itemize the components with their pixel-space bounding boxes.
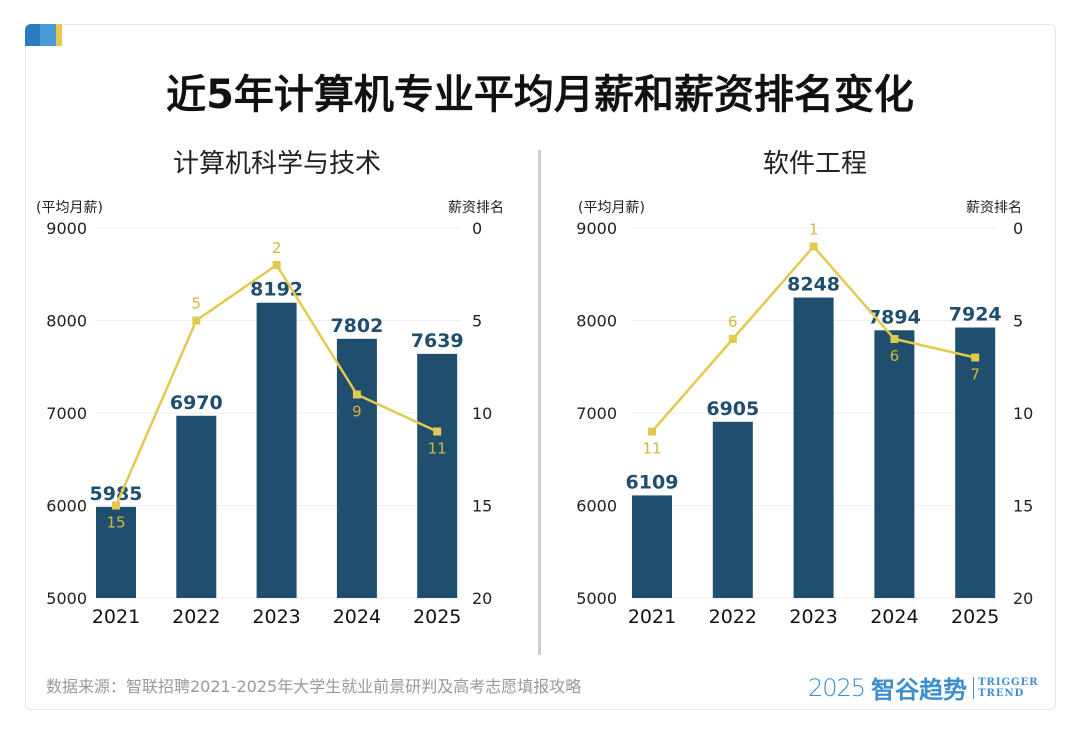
rank-marker	[352, 390, 361, 399]
bar-value-label: 6109	[626, 471, 679, 493]
chart-title-cs: 计算机科学与技术	[172, 149, 381, 179]
y2-tick-label: 15	[1013, 497, 1033, 516]
rank-marker	[112, 501, 120, 510]
logo: 2025 智谷趋势 TRIGGER TREND	[808, 670, 1039, 705]
bar	[336, 338, 377, 598]
x-tick-label: 2025	[413, 606, 461, 628]
x-tick-label: 2024	[870, 606, 918, 628]
bar-value-label: 8248	[787, 274, 840, 296]
rank-marker	[971, 353, 980, 362]
y2label-se: 薪资排名	[966, 200, 1022, 216]
rank-marker	[648, 427, 656, 436]
bar-value-label: 6970	[170, 392, 223, 414]
card-frame	[25, 24, 1056, 710]
y2-tick-label: 0	[472, 219, 482, 238]
ylabel-cs: (平均月薪)	[36, 200, 103, 216]
rank-marker	[728, 335, 737, 343]
y-tick-label: 7000	[46, 404, 87, 423]
ylabel-se: (平均月薪)	[578, 200, 645, 216]
rank-marker	[192, 316, 201, 325]
y2label-cs: 薪资排名	[448, 200, 504, 216]
y-tick-label: 8000	[46, 312, 87, 331]
rank-marker	[272, 261, 281, 269]
y-tick-label: 9000	[576, 219, 617, 238]
bar	[874, 330, 915, 598]
bar-value-label: 8192	[250, 279, 303, 301]
rank-marker	[809, 242, 818, 251]
bar-value-label: 6905	[706, 398, 759, 420]
bar-value-label: 5985	[90, 483, 143, 505]
y-tick-label: 6000	[46, 497, 87, 516]
main-title: 近5年计算机专业平均月薪和薪资排名变化	[166, 72, 914, 118]
rank-value-label: 6	[890, 347, 900, 365]
bar	[417, 353, 458, 598]
bar-value-label: 7924	[949, 304, 1002, 326]
rank-marker	[890, 335, 899, 343]
x-tick-label: 2021	[628, 606, 676, 628]
y-tick-label: 6000	[576, 497, 617, 516]
x-tick-label: 2021	[92, 606, 140, 628]
y2-tick-label: 10	[1013, 404, 1033, 423]
rank-value-label: 9	[352, 403, 362, 421]
rank-value-label: 5	[192, 295, 202, 313]
y2-tick-label: 0	[1013, 219, 1023, 238]
bar	[793, 297, 834, 598]
rank-value-label: 11	[428, 440, 447, 458]
y2-tick-label: 5	[1013, 312, 1023, 331]
y-tick-label: 5000	[46, 589, 87, 608]
corner-tab	[25, 24, 62, 46]
y2-tick-label: 5	[472, 312, 482, 331]
x-tick-label: 2022	[172, 606, 220, 628]
bar-value-label: 7639	[411, 330, 464, 352]
logo-en: TRIGGER TREND	[973, 676, 1038, 699]
rank-value-label: 7	[970, 366, 980, 384]
chart-title-se: 软件工程	[762, 149, 867, 179]
y2-tick-label: 10	[472, 404, 492, 423]
x-tick-label: 2025	[951, 606, 999, 628]
rank-value-label: 6	[728, 313, 738, 331]
divider	[538, 150, 541, 655]
y2-tick-label: 20	[472, 589, 492, 608]
rank-value-label: 1	[809, 221, 819, 239]
bar-value-label: 7802	[330, 315, 383, 337]
bar	[256, 302, 297, 598]
y-tick-label: 7000	[576, 404, 617, 423]
source-note: 数据来源：智联招聘2021-2025年大学生就业前景研判及高考志愿填报攻略	[46, 677, 582, 696]
y-tick-label: 8000	[576, 312, 617, 331]
logo-year: 2025	[808, 673, 866, 702]
logo-name: 智谷趋势	[871, 676, 968, 704]
y2-tick-label: 20	[1013, 589, 1033, 608]
rank-marker	[433, 427, 442, 436]
bar	[632, 495, 672, 598]
y2-tick-label: 15	[472, 497, 492, 516]
y-tick-label: 9000	[46, 219, 87, 238]
bar	[955, 327, 996, 598]
bar	[176, 415, 217, 598]
rank-value-label: 11	[642, 440, 661, 458]
bar	[96, 506, 136, 598]
y-tick-label: 5000	[576, 589, 617, 608]
x-tick-label: 2023	[252, 606, 300, 628]
bar	[712, 421, 753, 598]
rank-value-label: 15	[106, 514, 125, 532]
rank-value-label: 2	[272, 239, 282, 257]
x-tick-label: 2023	[789, 606, 837, 628]
x-tick-label: 2022	[709, 606, 757, 628]
x-tick-label: 2024	[333, 606, 381, 628]
